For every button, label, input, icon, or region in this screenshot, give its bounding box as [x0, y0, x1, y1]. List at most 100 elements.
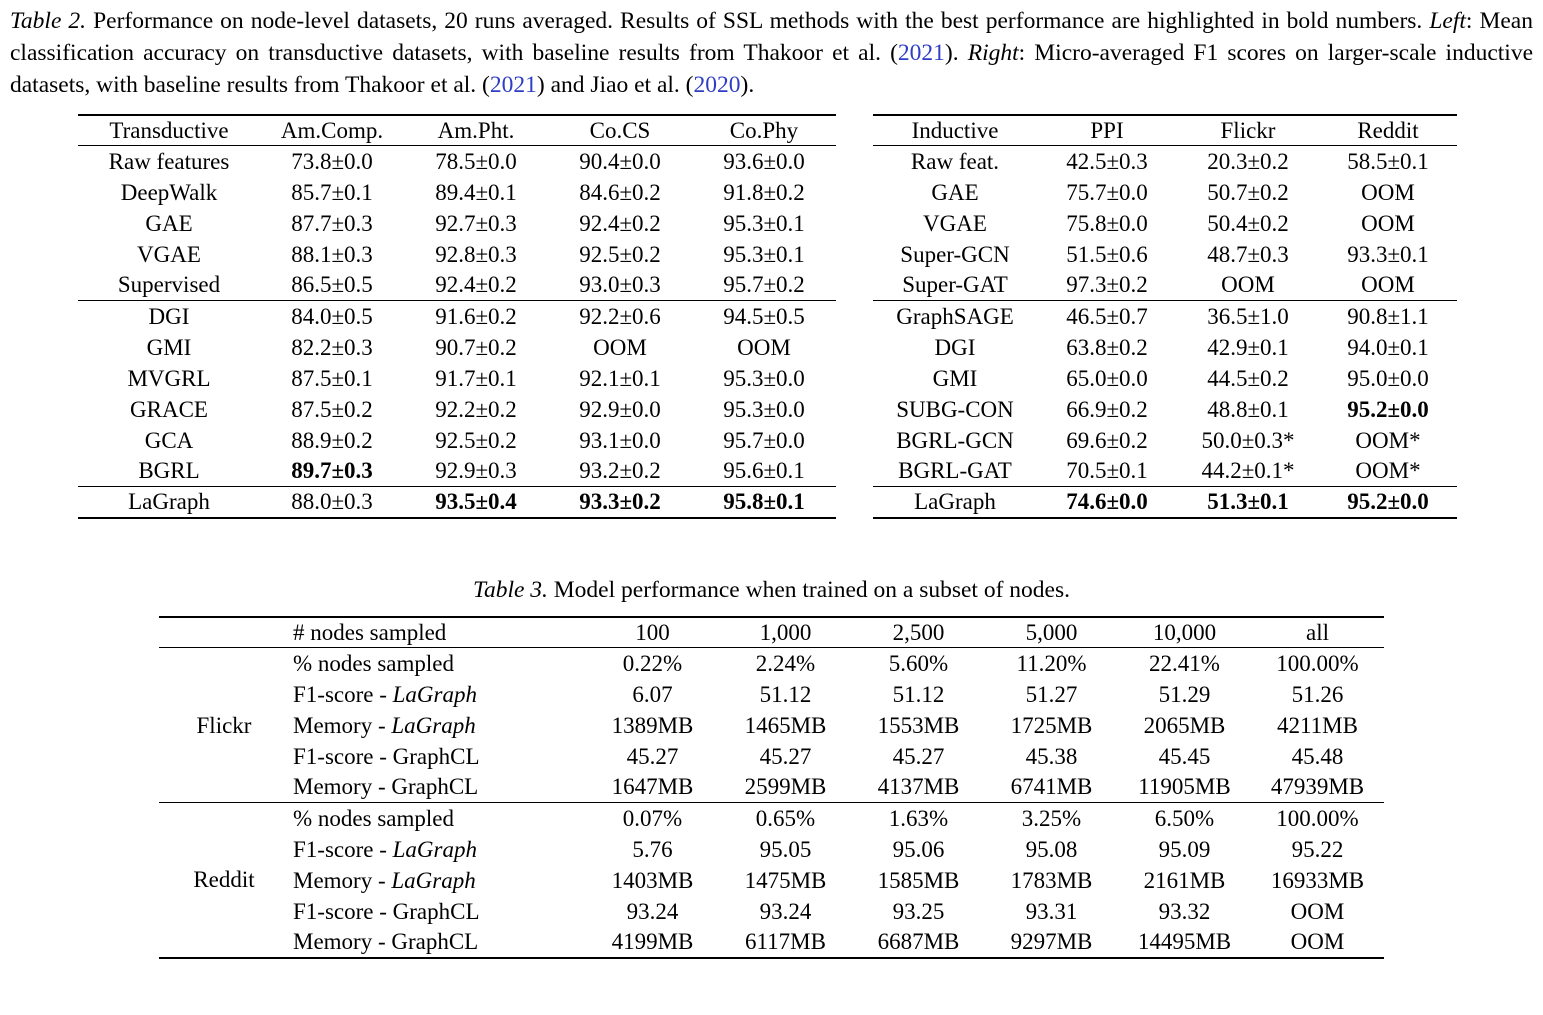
- citation-link-thakoor-2021[interactable]: 2021: [897, 39, 945, 66]
- cell-text: 84.0±0.5: [291, 303, 373, 329]
- cell-text: 92.9±0.0: [579, 396, 661, 422]
- row-label-cell: F1-score - LaGraph: [289, 679, 586, 710]
- caption-right-label: Right: [967, 39, 1019, 66]
- value-cell: 74.6±0.0: [1037, 487, 1177, 518]
- cell-text: 14495MB: [1137, 929, 1232, 955]
- value-cell: 45.27: [719, 741, 852, 772]
- cell-text: 6741MB: [1010, 774, 1093, 800]
- cell-text: 90.7±0.2: [435, 334, 517, 360]
- column-header: [159, 617, 289, 648]
- cell-text: Memory - GraphCL: [293, 774, 479, 800]
- cell-text: 84.6±0.2: [579, 179, 661, 205]
- table-row: SUBG-CON 66.9±0.2 48.8±0.1 95.2±0.0: [873, 394, 1457, 425]
- cell-text: LaGraph: [392, 681, 477, 707]
- value-cell: 92.9±0.0: [548, 394, 692, 425]
- cell-text: 51.29: [1158, 681, 1211, 707]
- value-cell: 95.3±0.0: [692, 363, 836, 394]
- cell-text: 95.05: [759, 836, 812, 862]
- value-cell: 11.20%: [985, 648, 1118, 679]
- value-cell: 93.25: [852, 896, 985, 927]
- header-row: Inductive PPI Flickr Reddit: [873, 114, 1457, 146]
- cell-text: 88.0±0.3: [291, 489, 373, 515]
- cell-text: 51.5±0.6: [1066, 241, 1148, 267]
- value-cell: 95.2±0.0: [1319, 394, 1457, 425]
- cell-text: MVGRL: [127, 365, 211, 391]
- row-label-cell: F1-score - LaGraph: [289, 834, 586, 865]
- row-label-cell: Raw feat.: [873, 146, 1037, 177]
- value-cell: 6741MB: [985, 772, 1118, 803]
- value-cell: 63.8±0.2: [1037, 332, 1177, 363]
- value-cell: 89.4±0.1: [404, 177, 548, 208]
- cell-text: Flickr: [196, 712, 252, 738]
- column-header: PPI: [1037, 115, 1177, 146]
- table3-caption-label: Table 3.: [473, 576, 548, 603]
- cell-text: 0.65%: [755, 805, 816, 831]
- caption-text: : Micro-averaged F1 scores on larger-sca…: [10, 39, 1534, 98]
- row-label-cell: Memory - LaGraph: [289, 865, 586, 896]
- cell-text: 50.7±0.2: [1207, 179, 1289, 205]
- table-row: Memory - GraphCL 4199MB 6117MB 6687MB 9297MB…: [159, 927, 1384, 958]
- value-cell: 4199MB: [586, 927, 719, 958]
- cell-text: BGRL-GCN: [896, 427, 1014, 453]
- cell-text: 51.27: [1025, 681, 1078, 707]
- table-row: Memory - LaGraph 1389MB 1465MB 1553MB 1725MB…: [159, 710, 1384, 741]
- value-cell: 95.09: [1118, 834, 1251, 865]
- cell-text: 3.25%: [1021, 805, 1082, 831]
- citation-link-jiao-2020[interactable]: 2020: [693, 71, 741, 98]
- value-cell: 45.27: [852, 741, 985, 772]
- table2-caption: Table 2. Performance on node-level datas…: [10, 6, 1533, 102]
- value-cell: 90.4±0.0: [548, 146, 692, 177]
- cell-text: DGI: [934, 334, 976, 360]
- table-row: Super-GAT 97.3±0.2 OOM OOM: [873, 270, 1457, 301]
- value-cell: 50.0±0.3*: [1177, 425, 1319, 456]
- value-cell: 1553MB: [852, 710, 985, 741]
- value-cell: 93.1±0.0: [548, 425, 692, 456]
- cell-text: LaGraph: [392, 836, 477, 862]
- citation-link-thakoor-2021b[interactable]: 2021: [489, 71, 537, 98]
- cell-text: 5,000: [1025, 619, 1078, 645]
- cell-text: 44.2±0.1*: [1201, 458, 1295, 484]
- cell-text: 51.3±0.1: [1207, 489, 1289, 515]
- cell-text: 1,000: [759, 619, 812, 645]
- cell-text: 92.8±0.3: [435, 241, 517, 267]
- row-label-cell: Memory - GraphCL: [289, 772, 586, 803]
- table-row: GRACE 87.5±0.2 92.2±0.2 92.9±0.0 95.3±0.0: [78, 394, 836, 425]
- cell-text: 82.2±0.3: [291, 334, 373, 360]
- cell-text: 93.3±0.1: [1347, 241, 1429, 267]
- cell-text: 6.50%: [1154, 805, 1215, 831]
- column-header: all: [1251, 617, 1384, 648]
- cell-text: 5.60%: [888, 650, 949, 676]
- cell-text: 95.06: [892, 836, 945, 862]
- value-cell: 1403MB: [586, 865, 719, 896]
- row-label-cell: F1-score - GraphCL: [289, 896, 586, 927]
- table-row: Reddit % nodes sampled 0.07% 0.65% 1.63% 3.25…: [159, 803, 1384, 893]
- value-cell: 2599MB: [719, 772, 852, 803]
- cell-text: 92.2±0.6: [579, 303, 661, 329]
- value-cell: 95.2±0.0: [1319, 487, 1457, 518]
- cell-text: Co.Phy: [729, 117, 799, 143]
- cell-text: Transductive: [109, 117, 229, 143]
- value-cell: OOM: [1319, 177, 1457, 208]
- table-row: DGI 84.0±0.5 91.6±0.2 92.2±0.6 94.5±0.5: [78, 301, 836, 332]
- cell-text: 93.6±0.0: [723, 148, 805, 174]
- value-cell: 1465MB: [719, 710, 852, 741]
- cell-text: 92.5±0.2: [435, 427, 517, 453]
- cell-text: 2065MB: [1143, 712, 1226, 738]
- table-row: Super-GCN 51.5±0.6 48.7±0.3 93.3±0.1: [873, 239, 1457, 270]
- cell-text: 92.5±0.2: [579, 241, 661, 267]
- table-row: F1-score - GraphCL 93.24 93.24 93.25 93.31 93…: [159, 896, 1384, 927]
- row-group: LaGraph 88.0±0.3 93.5±0.4 93.3±0.2 95.8±0.1: [78, 487, 836, 518]
- cell-text: 95.2±0.0: [1347, 489, 1429, 515]
- value-cell: 2065MB: [1118, 710, 1251, 741]
- cell-text: 11905MB: [1138, 774, 1231, 800]
- value-cell: OOM: [1177, 270, 1319, 301]
- row-label-cell: % nodes sampled: [289, 803, 586, 834]
- cell-text: 45.45: [1158, 743, 1211, 769]
- cell-text: 69.6±0.2: [1066, 427, 1148, 453]
- caption-left-label: Left: [1429, 8, 1466, 34]
- row-label-cell: Raw features: [78, 146, 260, 177]
- cell-text: 4137MB: [877, 774, 960, 800]
- row-label-cell: GraphSAGE: [873, 301, 1037, 332]
- table-row: F1-score - LaGraph 6.07 51.12 51.12 51.27 51.…: [159, 679, 1384, 710]
- cell-text: 1403MB: [611, 867, 694, 893]
